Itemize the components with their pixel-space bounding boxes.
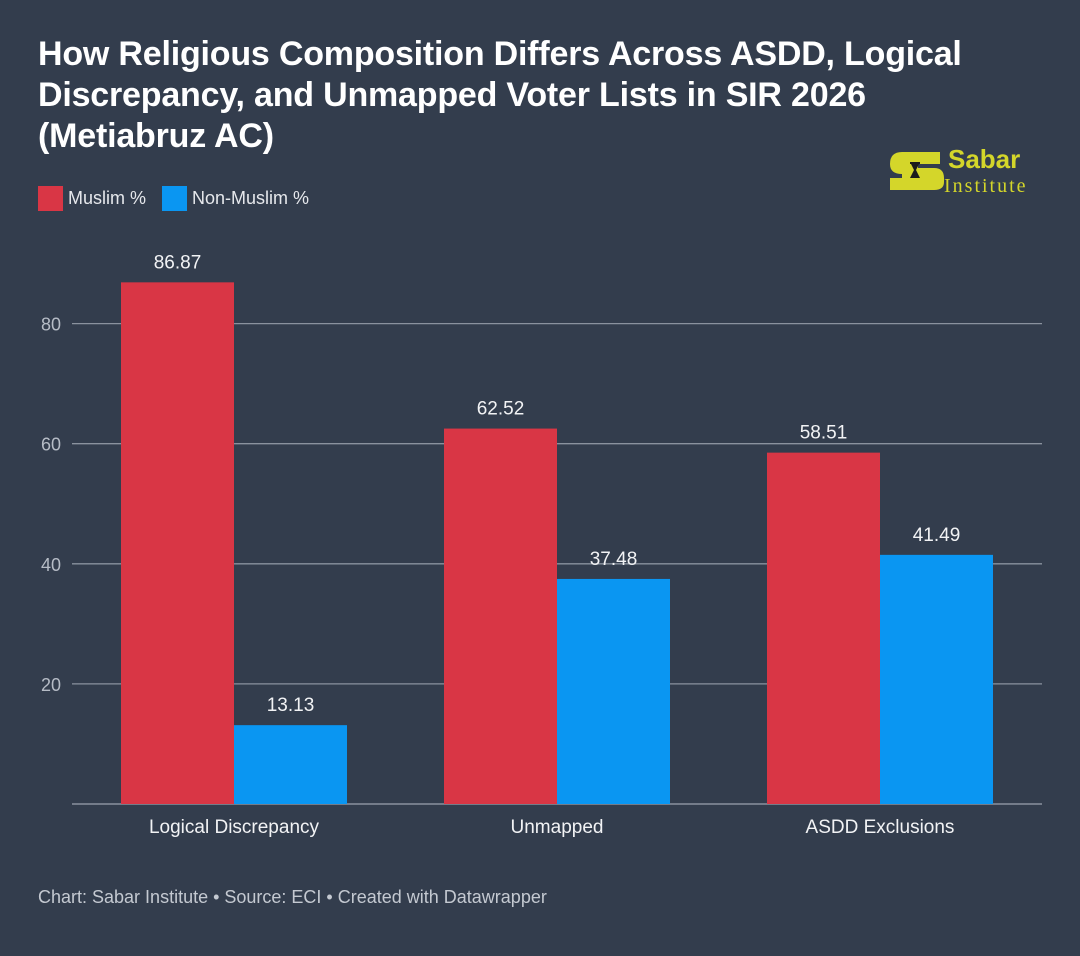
y-tick-label-60: 60	[41, 435, 61, 455]
value-label-non-muslim-1: 37.48	[590, 549, 638, 570]
bar-muslim-1	[444, 428, 557, 804]
x-category-label-1: Unmapped	[511, 817, 604, 838]
y-tick-label-40: 40	[41, 555, 61, 575]
value-label-muslim-0: 86.87	[154, 252, 202, 273]
bar-non-muslim-0	[234, 725, 347, 804]
logo-icon: Sabar Institute	[890, 144, 1028, 197]
legend-swatch-non-muslim	[162, 186, 188, 211]
legend-item-muslim: Muslim %	[38, 186, 146, 211]
value-label-non-muslim-2: 41.49	[913, 525, 961, 546]
legend-label-muslim: Muslim %	[68, 188, 147, 208]
bar-layer	[121, 282, 993, 804]
x-category-label-2: ASDD Exclusions	[806, 817, 955, 838]
sabar-institute-logo: Sabar Institute	[888, 142, 1058, 197]
chart-footer: Chart: Sabar Institute • Source: ECI • C…	[38, 887, 547, 907]
bar-non-muslim-2	[880, 554, 993, 804]
value-label-non-muslim-0: 13.13	[267, 695, 315, 716]
y-tick-label-20: 20	[41, 675, 61, 695]
bar-non-muslim-1	[557, 578, 670, 804]
value-label-muslim-2: 58.51	[800, 423, 848, 444]
x-category-label-0: Logical Discrepancy	[149, 817, 320, 838]
y-tick-label-80: 80	[41, 315, 61, 335]
value-label-muslim-1: 62.52	[477, 399, 525, 420]
chart-title: How Religious Composition Differs Across…	[38, 35, 962, 155]
logo-text-sabar: Sabar	[948, 144, 1020, 174]
legend-item-non-muslim: Non-Muslim %	[162, 186, 309, 211]
bar-muslim-2	[767, 452, 880, 804]
legend-label-non-muslim: Non-Muslim %	[192, 188, 310, 208]
logo-text-institute: Institute	[944, 175, 1028, 197]
legend: Muslim % Non-Muslim %	[38, 186, 325, 211]
bar-muslim-0	[121, 282, 234, 804]
legend-swatch-muslim	[38, 186, 63, 211]
label-layer: 20 40 60 80 86.87 13.13 Logical Discrepancy 62.…	[41, 252, 960, 838]
